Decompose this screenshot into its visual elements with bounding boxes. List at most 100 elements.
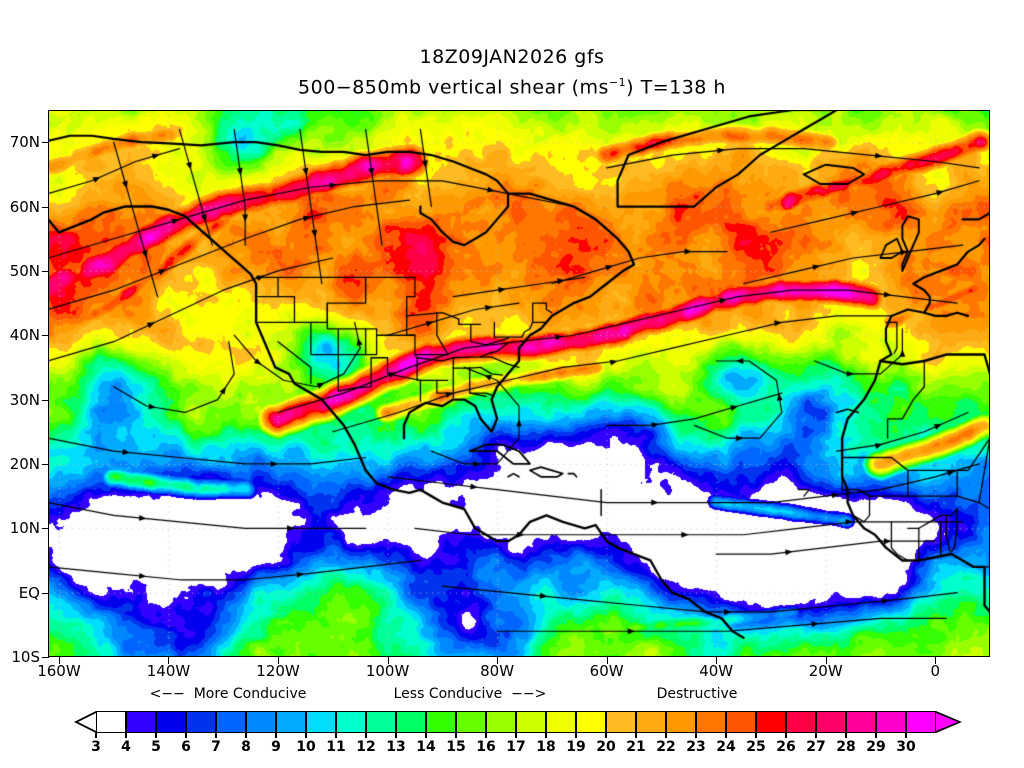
colorbar-cell[interactable]	[666, 711, 696, 733]
lat-tick-mark	[42, 270, 49, 272]
lat-tick-label: 50N	[9, 261, 40, 280]
lon-tick-mark	[825, 657, 827, 664]
lon-tick-label: 120W	[256, 662, 300, 680]
colorbar-tick-label: 7	[211, 739, 221, 755]
colorbar-cell[interactable]	[306, 711, 336, 733]
colorbar-tick-mark	[245, 733, 247, 738]
lon-tick-label: 20W	[808, 662, 843, 680]
lat-tick-mark	[42, 592, 49, 594]
colorbar-tick-mark	[155, 733, 157, 738]
colorbar-tick-mark	[875, 733, 877, 738]
lon-tick-mark	[387, 657, 389, 664]
lat-tick-mark	[42, 142, 49, 144]
colorbar-cell[interactable]	[456, 711, 486, 733]
lon-tick-mark	[58, 657, 60, 664]
colorbar-tick-mark	[605, 733, 607, 738]
colorbar-tick-mark	[545, 733, 547, 738]
colorbar[interactable]	[74, 711, 962, 733]
colorbar-cell[interactable]	[126, 711, 156, 733]
colorbar-cell[interactable]	[516, 711, 546, 733]
map-plot-area[interactable]	[48, 110, 990, 657]
lon-tick-mark	[497, 657, 499, 664]
colorbar-tick-mark	[785, 733, 787, 738]
colorbar-cell[interactable]	[906, 711, 936, 733]
colorbar-cell[interactable]	[636, 711, 666, 733]
colorbar-cell[interactable]	[186, 711, 216, 733]
colorbar-tick-label: 23	[686, 739, 706, 755]
lat-tick-mark	[42, 528, 49, 530]
colorbar-tick-label: 9	[271, 739, 281, 755]
colorbar-tick-label: 26	[776, 739, 796, 755]
colorbar-tick-label: 11	[326, 739, 346, 755]
colorbar-cell[interactable]	[396, 711, 426, 733]
colorbar-cell[interactable]	[816, 711, 846, 733]
colorbar-tick-label: 8	[241, 739, 251, 755]
lon-tick-label: 160W	[37, 662, 81, 680]
colorbar-tick-mark	[95, 733, 97, 738]
colorbar-caption: Less Conducive −−>	[393, 686, 547, 702]
lat-tick-label: 30N	[9, 390, 40, 409]
title-line-1: 18Z09JAN2026 gfs	[419, 46, 605, 68]
colorbar-tick-label: 25	[746, 739, 766, 755]
colorbar-cell[interactable]	[426, 711, 456, 733]
colorbar-tick-label: 27	[806, 739, 826, 755]
colorbar-tick-mark	[275, 733, 277, 738]
colorbar-cell[interactable]	[756, 711, 786, 733]
lon-tick-mark	[935, 657, 937, 664]
colorbar-cell[interactable]	[366, 711, 396, 733]
colorbar-cell[interactable]	[606, 711, 636, 733]
lon-tick-mark	[716, 657, 718, 664]
colorbar-tick-label: 10	[296, 739, 316, 755]
title-units-exponent: −1	[608, 76, 627, 89]
colorbar-tick-mark	[575, 733, 577, 738]
shear-field-canvas	[48, 110, 990, 657]
colorbar-tick-label: 12	[356, 739, 376, 755]
colorbar-tick-label: 28	[836, 739, 856, 755]
figure-title: 18Z09JAN2026 gfs 500−850mb vertical shea…	[0, 44, 1024, 100]
colorbar-cell[interactable]	[486, 711, 516, 733]
colorbar-tick-mark	[305, 733, 307, 738]
colorbar-tick-label: 16	[476, 739, 496, 755]
lat-tick-mark	[42, 335, 49, 337]
colorbar-tick-label: 22	[656, 739, 676, 755]
colorbar-cell[interactable]	[246, 711, 276, 733]
colorbar-tick-label: 17	[506, 739, 526, 755]
title-line-2-pre: 500−850mb vertical shear (ms	[298, 76, 609, 99]
colorbar-tick-label: 21	[626, 739, 646, 755]
colorbar-cell[interactable]	[846, 711, 876, 733]
colorbar-tick-label: 20	[596, 739, 616, 755]
colorbar-right-arrow	[936, 713, 958, 731]
colorbar-tick-mark	[695, 733, 697, 738]
colorbar-tick-label: 14	[416, 739, 436, 755]
title-line-2: 500−850mb vertical shear (ms−1) T=138 h	[0, 70, 1024, 100]
colorbar-tick-label: 6	[181, 739, 191, 755]
lon-tick-mark	[278, 657, 280, 664]
colorbar-cell[interactable]	[216, 711, 246, 733]
lat-tick-mark	[42, 463, 49, 465]
colorbar-tick-mark	[485, 733, 487, 738]
colorbar-cell[interactable]	[96, 711, 126, 733]
colorbar-tick-label: 30	[896, 739, 916, 755]
colorbar-left-arrow	[78, 713, 96, 731]
colorbar-cell[interactable]	[336, 711, 366, 733]
lon-tick-label: 100W	[365, 662, 410, 680]
colorbar-cell[interactable]	[726, 711, 756, 733]
colorbar-tick-mark	[515, 733, 517, 738]
lat-tick-label: 40N	[9, 326, 40, 345]
colorbar-cell[interactable]	[156, 711, 186, 733]
colorbar-cell[interactable]	[546, 711, 576, 733]
colorbar-cell[interactable]	[576, 711, 606, 733]
colorbar-cell[interactable]	[876, 711, 906, 733]
colorbar-cell[interactable]	[276, 711, 306, 733]
colorbar-tick-label: 18	[536, 739, 556, 755]
colorbar-tick-mark	[635, 733, 637, 738]
colorbar-tick-label: 24	[716, 739, 736, 755]
colorbar-cell[interactable]	[786, 711, 816, 733]
colorbar-cell[interactable]	[696, 711, 726, 733]
title-line-2-post: ) T=138 h	[626, 76, 726, 99]
lon-tick-label: 80W	[480, 662, 515, 680]
lat-tick-label: EQ	[18, 583, 40, 602]
colorbar-caption: <−− More Conducive	[149, 686, 307, 702]
lat-tick-label: 70N	[9, 133, 40, 152]
